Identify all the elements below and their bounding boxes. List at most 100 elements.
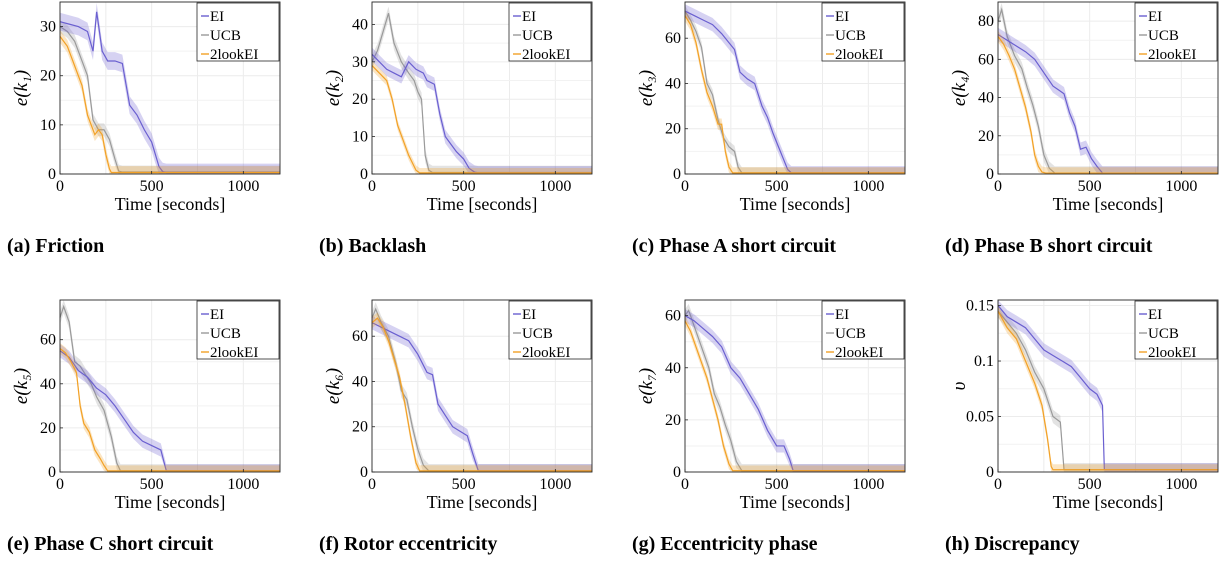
subplot-4: 0 500 1000 0 20 40 60 80 Time [seconds] e(k₄) EI UC…: [945, 1, 1219, 257]
series-line-EI: [997, 33, 1218, 174]
series-line-2lookEI: [59, 36, 280, 174]
x-axis-label: Time [seconds]: [115, 492, 226, 512]
axes-box: [59, 299, 281, 473]
series-line-UCB: [371, 13, 592, 174]
series-line-UCB: [997, 7, 1218, 174]
legend: EI UCB 2lookEI: [821, 2, 905, 63]
subplot-5: 0 500 1000 0 20 40 60 Time [seconds] e(k₅) EI UCB 2…: [7, 299, 281, 555]
x-tick-label: 1000: [539, 178, 571, 195]
y-tick-label: 0.15: [966, 298, 994, 315]
x-axis-label: Time [seconds]: [427, 492, 538, 512]
legend: EI UCB 2lookEI: [821, 300, 905, 361]
x-axis-label: Time [seconds]: [427, 194, 538, 214]
legend-label: UCB: [522, 28, 553, 44]
legend-box: [1134, 300, 1218, 360]
series-line-2lookEI: [371, 317, 592, 472]
y-tick-label: 60: [665, 30, 681, 47]
x-axis-label: Time [seconds]: [1053, 194, 1164, 214]
y-axis-label: e(k₁): [11, 70, 32, 106]
legend-box: [196, 300, 280, 360]
x-tick-label: 500: [1078, 476, 1102, 493]
legend-label: 2lookEI: [210, 47, 258, 63]
y-tick-label: 40: [40, 376, 56, 393]
legend-box: [196, 2, 280, 62]
series-band-2lookEI: [60, 343, 280, 472]
x-tick-label: 1000: [852, 178, 884, 195]
axes-box: [684, 1, 906, 175]
legend-label: 2lookEI: [835, 345, 883, 361]
subplot-1: 0 500 1000 0 10 20 30 Time [seconds] e(k₁) EI UCB 2…: [7, 1, 281, 257]
y-tick-label: 20: [40, 68, 56, 85]
legend-label: EI: [210, 9, 224, 25]
y-tick-label: 40: [665, 360, 681, 377]
y-axis-label: e(k₇): [636, 368, 657, 404]
y-tick-label: 60: [665, 308, 681, 325]
y-tick-label: 40: [352, 373, 368, 390]
series-line-UCB: [684, 309, 905, 472]
legend-label: EI: [835, 307, 849, 323]
y-axis-label: e(k₂): [323, 70, 344, 106]
series-line-UCB: [371, 307, 592, 472]
series-band-2lookEI: [372, 60, 592, 175]
y-axis-label: υ: [949, 381, 970, 390]
legend-label: EI: [1148, 307, 1162, 323]
x-tick-label: 500: [765, 178, 789, 195]
legend: EI UCB 2lookEI: [196, 300, 280, 361]
legend: EI UCB 2lookEI: [508, 2, 592, 63]
x-tick-label: 1000: [852, 476, 884, 493]
legend-label: 2lookEI: [1148, 345, 1196, 361]
y-tick-label: 20: [665, 412, 681, 429]
legend-label: EI: [1148, 9, 1162, 25]
x-tick-label: 0: [681, 476, 689, 493]
axes-box: [997, 299, 1219, 473]
legend-label: UCB: [1148, 28, 1179, 44]
x-tick-label: 1000: [539, 476, 571, 493]
y-tick-label: 20: [40, 420, 56, 437]
legend-label: UCB: [835, 326, 866, 342]
series-line-EI: [59, 350, 280, 472]
subplot-6: 0 500 1000 0 20 40 60 Time [seconds] e(k₆) EI UCB 2…: [319, 299, 593, 555]
subplot-caption: (h) Discrepancy: [945, 533, 1080, 555]
legend-box: [821, 2, 905, 62]
subplot-caption: (a) Friction: [7, 235, 104, 257]
y-tick-label: 40: [352, 16, 368, 33]
x-tick-label: 1000: [227, 476, 259, 493]
y-axis-label: e(k₃): [636, 70, 657, 106]
y-tick-label: 0: [360, 464, 368, 481]
x-axis-label: Time [seconds]: [1053, 492, 1164, 512]
subplot-caption: (d) Phase B short circuit: [945, 235, 1153, 257]
y-tick-label: 0.05: [966, 409, 994, 426]
legend-box: [1134, 2, 1218, 62]
y-tick-label: 10: [352, 129, 368, 146]
legend-label: UCB: [210, 28, 241, 44]
legend-box: [821, 300, 905, 360]
y-axis-label: e(k₄): [949, 70, 970, 106]
legend-label: EI: [522, 307, 536, 323]
subplot-caption: (g) Eccentricity phase: [632, 533, 818, 555]
x-tick-label: 1000: [1165, 476, 1197, 493]
series-band-EI: [998, 27, 1218, 174]
legend-label: 2lookEI: [1148, 47, 1196, 63]
series-line-2lookEI: [371, 65, 592, 174]
legend-label: EI: [835, 9, 849, 25]
y-tick-label: 60: [978, 51, 994, 68]
legend-label: 2lookEI: [210, 345, 258, 361]
axes-box: [997, 1, 1219, 175]
y-axis-label: e(k₆): [323, 368, 344, 404]
x-tick-label: 0: [56, 178, 64, 195]
y-tick-label: 80: [978, 13, 994, 30]
x-tick-label: 500: [452, 178, 476, 195]
y-tick-label: 0: [360, 166, 368, 183]
x-tick-label: 1000: [227, 178, 259, 195]
legend-label: UCB: [522, 326, 553, 342]
series-band-UCB: [998, 304, 1218, 472]
series-line-2lookEI: [59, 348, 280, 472]
series-line-2lookEI: [997, 36, 1218, 174]
subplot-7: 0 500 1000 0 20 40 60 Time [seconds] e(k₇) EI UCB 2…: [632, 299, 906, 555]
series-line-UCB: [997, 310, 1218, 471]
y-tick-label: 20: [665, 121, 681, 138]
series-line-EI: [684, 10, 905, 174]
series-line-UCB: [59, 304, 280, 472]
x-tick-label: 500: [765, 476, 789, 493]
